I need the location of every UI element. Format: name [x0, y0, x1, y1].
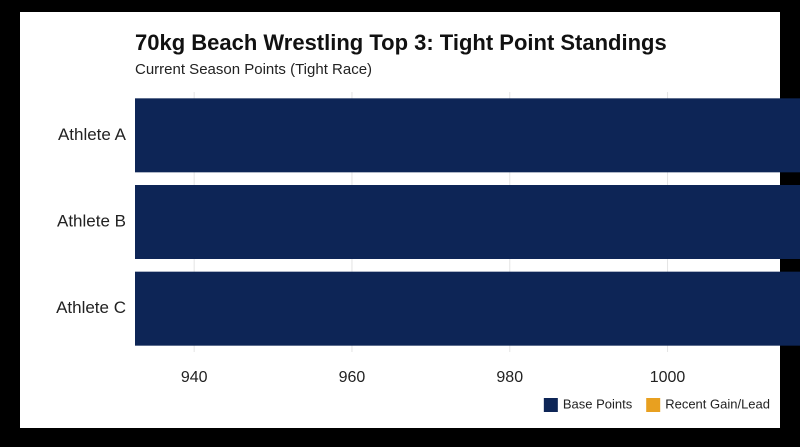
- legend-label: Recent Gain/Lead: [665, 396, 770, 411]
- bar-segment: [135, 185, 800, 259]
- chart-subtitle: Current Season Points (Tight Race): [135, 61, 372, 78]
- chart-title: 70kg Beach Wrestling Top 3: Tight Point …: [135, 30, 667, 55]
- x-tick-label: 980: [496, 369, 523, 386]
- x-tick-label: 960: [339, 369, 366, 386]
- x-tick-label: 1000: [650, 369, 686, 386]
- y-tick-label: Athlete A: [58, 125, 127, 144]
- y-tick-label: Athlete C: [56, 298, 126, 317]
- legend-swatch: [543, 398, 558, 412]
- legend-swatch: [646, 398, 661, 412]
- y-tick-label: Athlete B: [57, 211, 126, 230]
- x-tick-label: 940: [181, 369, 208, 386]
- legend-label: Base Points: [563, 396, 633, 411]
- bar-segment: [135, 271, 800, 346]
- bar-segment: [135, 98, 800, 173]
